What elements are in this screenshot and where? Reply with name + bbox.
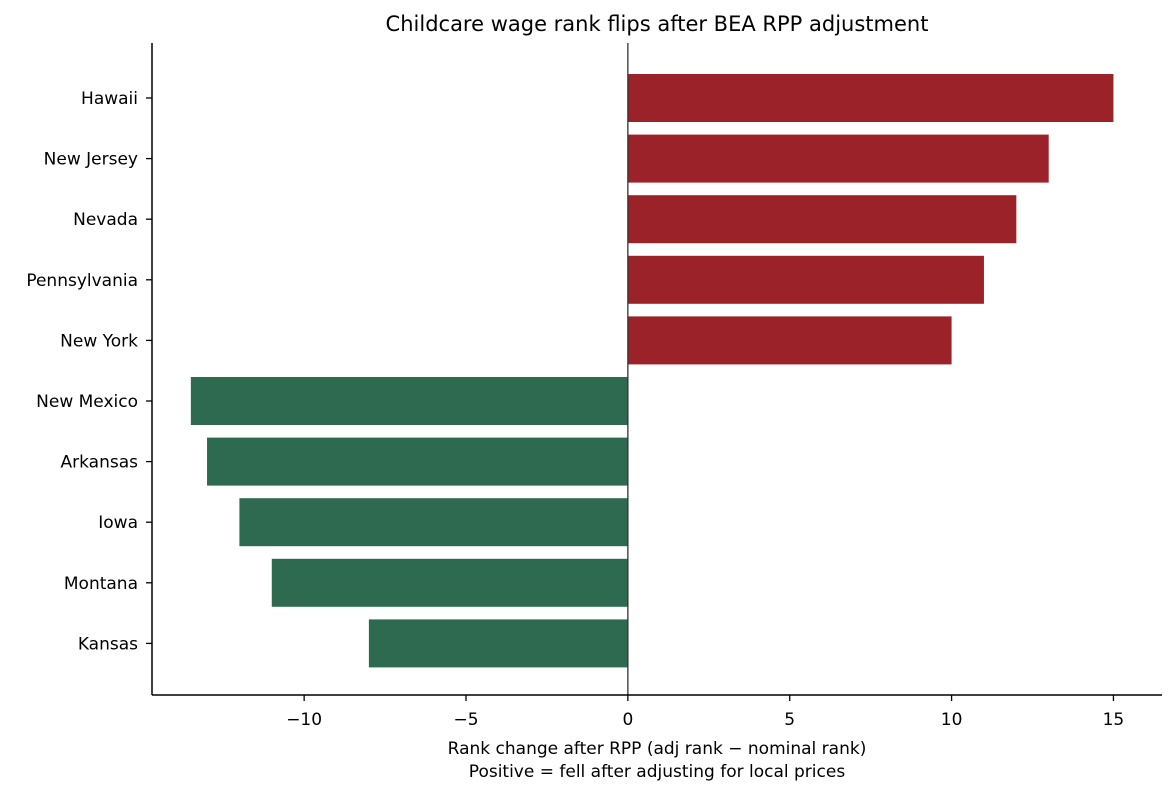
bar-kansas [368, 619, 628, 668]
bar-iowa [239, 498, 628, 547]
x-tick-label-3: 5 [784, 710, 795, 730]
x-axis-label: Rank change after RPP (adj rank − nomina… [448, 739, 867, 759]
bar-pennsylvania [627, 255, 984, 304]
x-tick-label-4: 10 [941, 710, 963, 730]
bar-new-mexico [190, 377, 628, 425]
y-tick-label-new-york: New York [60, 331, 138, 351]
x-tick-label-0: −10 [286, 710, 322, 730]
x-tick-label-1: −5 [453, 710, 478, 730]
y-tick-label-new-jersey: New Jersey [44, 150, 138, 170]
chart-title: Childcare wage rank flips after BEA RPP … [386, 12, 929, 36]
bar-montana [271, 558, 628, 607]
x-ticks-group: −10 −5 0 5 10 15 [286, 695, 1124, 730]
y-tick-label-hawaii: Hawaii [81, 89, 138, 109]
bar-arkansas [207, 437, 628, 486]
y-tick-label-new-mexico: New Mexico [36, 392, 138, 412]
bars-group [190, 74, 1114, 668]
x-tick-label-5: 15 [1103, 710, 1125, 730]
y-tick-label-kansas: Kansas [78, 634, 138, 654]
y-tick-label-nevada: Nevada [73, 210, 138, 230]
bar-new-jersey [627, 134, 1049, 183]
axes-group [151, 43, 1162, 696]
x-axis-sublabel: Positive = fell after adjusting for loca… [469, 762, 846, 782]
bar-hawaii [627, 74, 1114, 122]
y-tick-label-montana: Montana [64, 574, 138, 594]
y-tick-label-pennsylvania: Pennsylvania [26, 271, 138, 291]
bar-nevada [627, 195, 1017, 244]
x-tick-label-2: 0 [622, 710, 633, 730]
bar-new-york [627, 316, 952, 365]
y-ticks-group: Hawaii New Jersey Nevada Pennsylvania New Yo… [26, 89, 152, 654]
y-tick-label-arkansas: Arkansas [61, 453, 139, 473]
y-tick-label-iowa: Iowa [98, 513, 138, 533]
